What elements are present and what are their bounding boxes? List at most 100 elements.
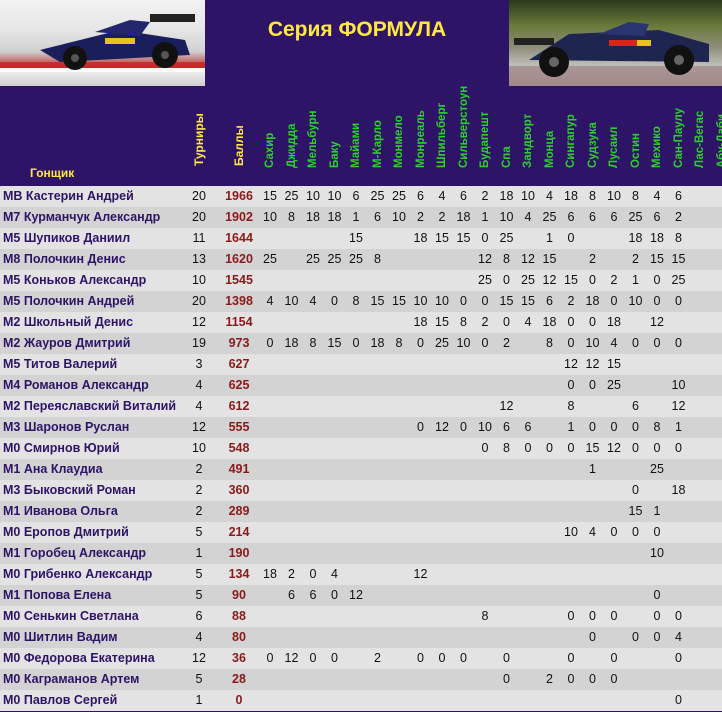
event-score: 10 (650, 546, 664, 560)
column-header-event-label: Шпильберг (436, 102, 448, 168)
column-header-event: Монмело (388, 86, 410, 186)
table-row: МВ Кастерин Андрей 20 1966 15 25 10 10 6 25 25 6 4 6… (0, 186, 722, 207)
event-score: 0 (632, 420, 639, 434)
event-score: 8 (352, 294, 360, 308)
event-score: 25 (628, 210, 643, 224)
points-total: 1620 (225, 252, 253, 266)
racer-name: М1 Ана Клаудиа (3, 462, 103, 476)
event-score: 8 (395, 336, 403, 350)
column-header-event: Мельбурн (302, 86, 324, 186)
event-score: 18 (564, 189, 578, 203)
event-score: 0 (438, 651, 446, 665)
event-score: 0 (653, 525, 661, 539)
racer-name: М0 Шитлин Вадим (3, 630, 118, 644)
event-score: 0 (266, 336, 274, 350)
event-score: 10 (478, 420, 492, 434)
event-score: 25 (327, 252, 342, 266)
event-score: 0 (503, 651, 510, 665)
column-header-event-label: Будапешт (479, 111, 491, 168)
column-header-event: Сан-Паулу (668, 86, 690, 186)
event-score: 15 (456, 231, 471, 245)
event-score: 0 (481, 441, 489, 455)
event-score: 12 (499, 399, 514, 413)
event-score: 8 (481, 609, 489, 623)
event-score: 8 (503, 441, 510, 455)
column-header-event: Сингапур (560, 86, 582, 186)
event-score: 12 (478, 252, 492, 266)
tours-count: 20 (192, 189, 206, 203)
event-score: 25 (671, 273, 686, 287)
table-row: М5 Шупиков Даниил 11 1644 15 18 15 15 0 25 1 0 18 18… (0, 228, 722, 249)
column-header-event-label: Сильверстоун (457, 85, 470, 168)
event-score: 0 (352, 336, 360, 350)
event-score: 0 (675, 336, 682, 350)
points-total: 190 (228, 546, 250, 560)
event-score: 0 (653, 336, 661, 350)
event-score: 0 (675, 651, 682, 665)
event-score: 18 (499, 189, 514, 203)
event-score: 18 (456, 210, 471, 224)
event-score: 12 (435, 420, 449, 434)
event-score: 0 (653, 630, 661, 644)
points-total: 134 (228, 567, 250, 581)
racer-name: М0 Павлов Сергей (3, 693, 118, 707)
event-score: 6 (524, 420, 532, 434)
column-header-event: Сильверстоун (453, 86, 475, 186)
event-score: 15 (263, 189, 277, 203)
event-score: 8 (288, 210, 295, 224)
table-row: М3 Быковский Роман 2 360 0 18 (0, 480, 722, 501)
racer-name: М0 Каграманов Артем (3, 672, 140, 686)
event-score: 15 (585, 441, 600, 455)
event-score: 2 (503, 336, 510, 350)
event-score: 6 (374, 210, 381, 224)
column-header-event-label: Майами (350, 122, 362, 168)
event-score: 0 (417, 651, 424, 665)
column-header-event-label: Судзука (586, 122, 599, 168)
event-score: 2 (374, 651, 381, 665)
event-score: 25 (499, 231, 514, 245)
points-total: 36 (232, 651, 246, 665)
tours-count: 5 (195, 567, 203, 581)
event-score: 6 (460, 189, 467, 203)
event-score: 12 (671, 399, 686, 413)
event-score: 2 (567, 294, 575, 308)
racer-name: М0 Федорова Екатерина (3, 651, 155, 665)
racer-name: М8 Полочкин Денис (3, 252, 126, 266)
tours-count: 4 (195, 630, 203, 644)
event-score: 12 (607, 441, 621, 455)
event-score: 0 (632, 483, 639, 497)
points-total: 555 (228, 420, 250, 434)
event-score: 15 (392, 294, 406, 308)
event-score: 25 (284, 189, 299, 203)
racer-name: М4 Романов Александр (3, 378, 149, 392)
event-score: 10 (499, 210, 514, 224)
tours-count: 10 (192, 273, 206, 287)
event-score: 0 (546, 441, 553, 455)
event-score: 12 (564, 357, 578, 371)
event-score: 0 (503, 315, 510, 329)
event-score: 10 (263, 210, 277, 224)
event-score: 0 (567, 336, 575, 350)
race-car-photo-right (509, 0, 722, 86)
points-total: 90 (232, 588, 246, 602)
column-header-event: Спа (496, 86, 518, 186)
event-score: 0 (503, 273, 510, 287)
event-score: 15 (671, 252, 686, 266)
points-total: 214 (228, 525, 250, 539)
racer-name: М5 Полочкин Андрей (3, 294, 135, 308)
event-score: 0 (503, 672, 510, 686)
event-score: 12 (650, 315, 664, 329)
event-score: 2 (481, 315, 489, 329)
event-score: 4 (524, 210, 532, 224)
event-score: 25 (349, 252, 363, 266)
event-score: 18 (413, 231, 428, 245)
points-total: 0 (235, 693, 243, 707)
event-score: 0 (610, 525, 618, 539)
column-header-event: Судзука (582, 86, 604, 186)
event-score: 0 (567, 378, 575, 392)
event-score: 18 (607, 315, 621, 329)
event-score: 15 (564, 273, 578, 287)
column-header-event-label: Баку (328, 141, 341, 168)
event-score: 0 (632, 336, 639, 350)
points-total: 1966 (225, 189, 253, 203)
